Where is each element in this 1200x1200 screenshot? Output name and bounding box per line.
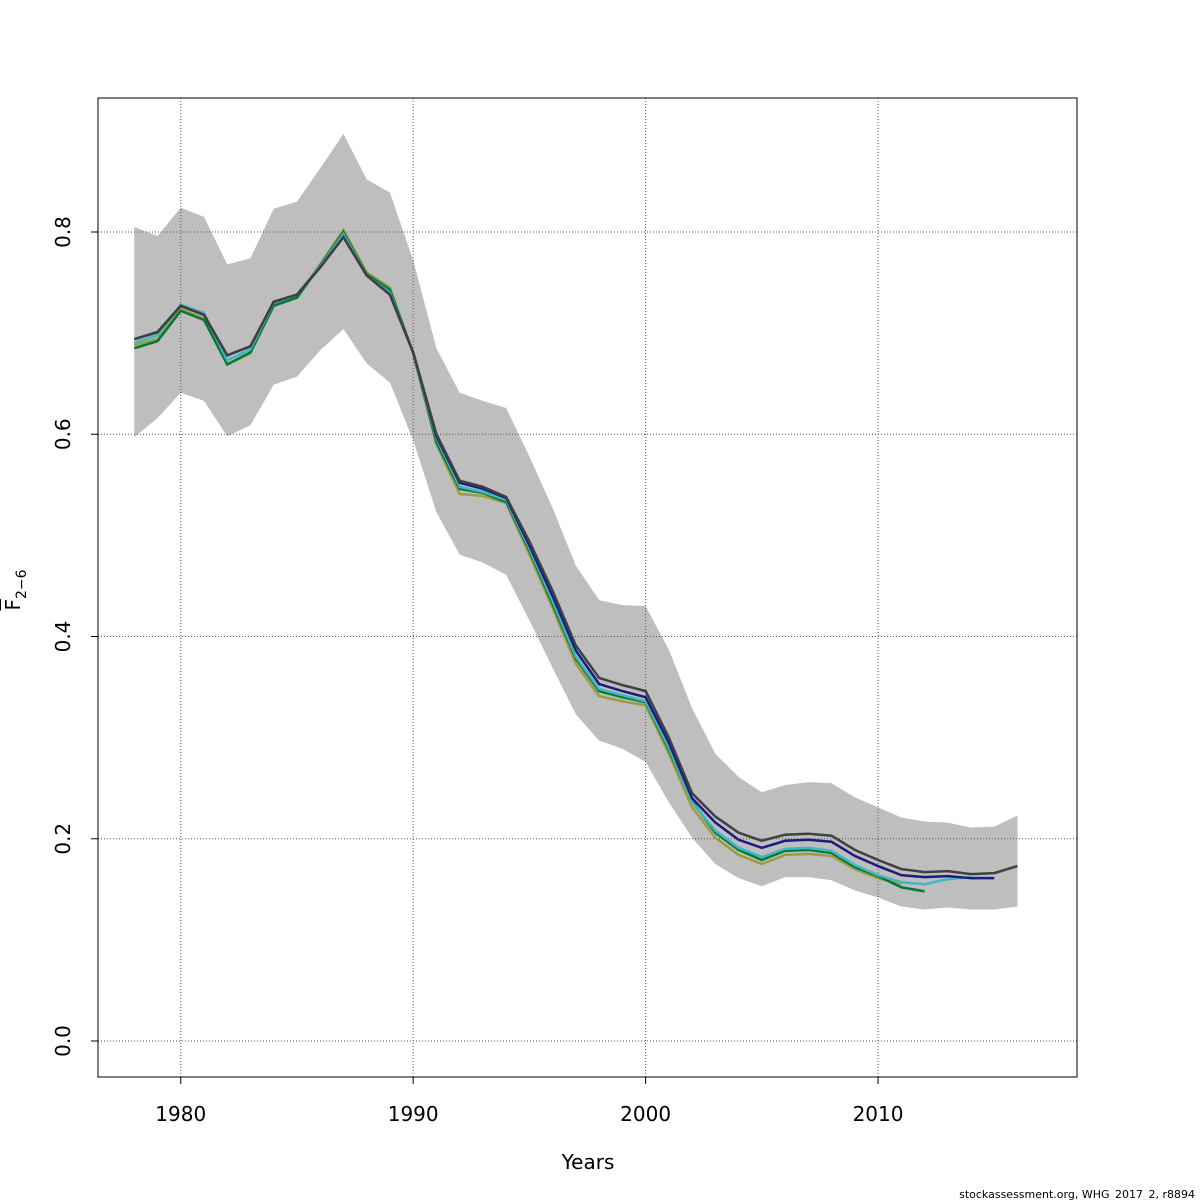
y-axis-label: F2−6 — [1, 569, 30, 610]
footer: stockassessment.org, WHG_2017_2, r8894 — [959, 1188, 1195, 1200]
y-tick-label: 0.8 — [51, 216, 75, 248]
y-axis-label-group: F2−6 — [1, 569, 30, 610]
y-axis-subscript: 2−6 — [14, 569, 30, 599]
x-tick-label: 2010 — [853, 1102, 904, 1126]
x-tick-label: 1980 — [155, 1102, 206, 1126]
x-tick-label: 1990 — [388, 1102, 439, 1126]
y-tick-label: 0.6 — [51, 418, 75, 450]
confidence-band — [134, 133, 1018, 910]
x-tick-label: 2000 — [620, 1102, 671, 1126]
y-tick-label: 0.2 — [51, 823, 75, 855]
series-line — [133, 234, 1018, 876]
y-axis-symbol: F — [1, 599, 25, 611]
plot-frame — [97, 97, 1078, 1078]
y-tick-label: 0.4 — [51, 621, 75, 653]
y-tick-label: 0.0 — [51, 1025, 75, 1057]
x-axis-label: Years — [561, 1150, 615, 1174]
